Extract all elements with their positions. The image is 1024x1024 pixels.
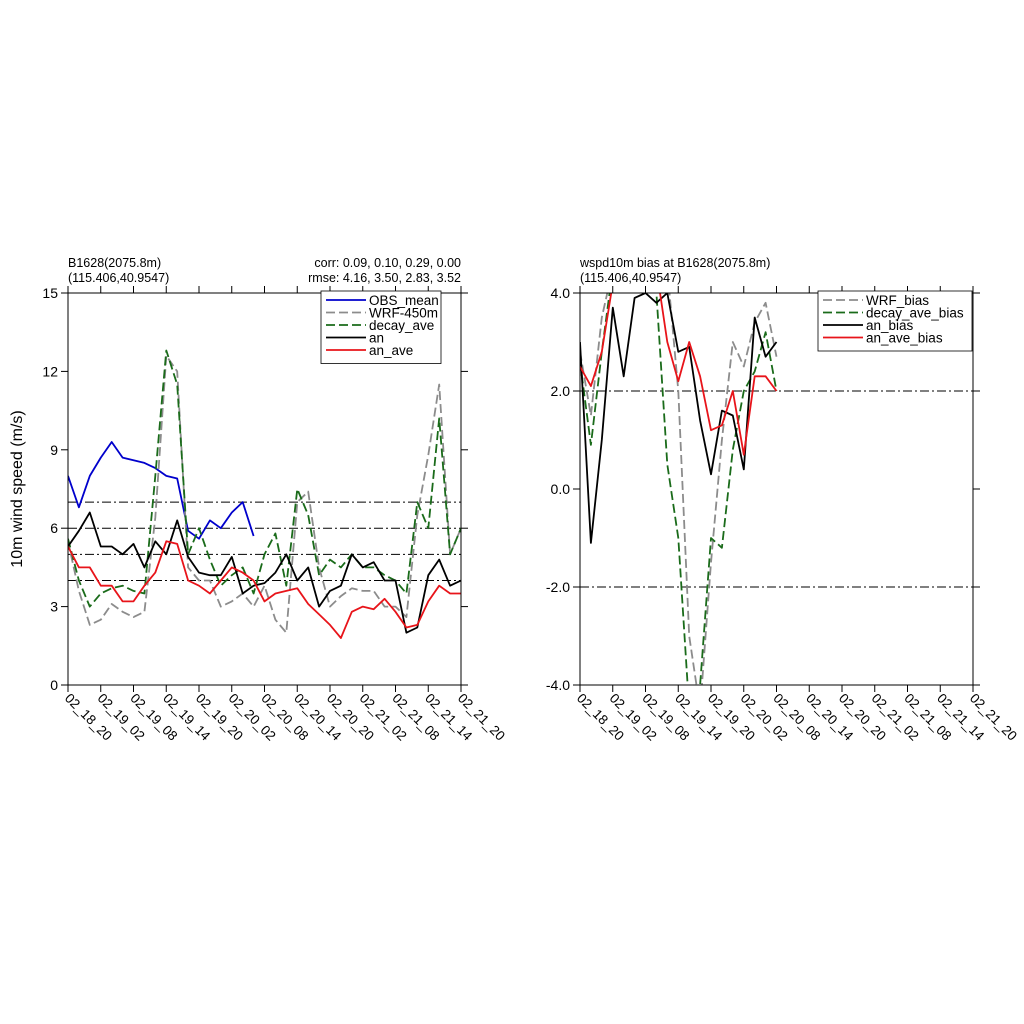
title: B1628(2075.8m)	[68, 256, 161, 270]
annotation: rmse: 4.16, 3.50, 2.83, 3.52	[308, 271, 461, 285]
series-line	[580, 293, 778, 685]
y-tick-label: 6	[50, 520, 58, 536]
title: wspd10m bias at B1628(2075.8m)	[579, 256, 770, 270]
legend-label: an_bias	[866, 318, 914, 333]
plot-frame	[67, 292, 462, 686]
legend-label: decay_ave	[369, 318, 434, 333]
series-line	[580, 293, 778, 685]
legend-box	[817, 290, 973, 352]
y-tick-label: 3	[50, 599, 58, 615]
legend-label: an_ave_bias	[866, 331, 943, 346]
y-tick-label: 4.0	[551, 285, 571, 301]
series-line	[68, 540, 461, 639]
series-line	[580, 293, 778, 544]
annotation: corr: 0.09, 0.10, 0.29, 0.00	[314, 256, 461, 270]
y-tick-label: 0	[50, 677, 58, 693]
panel: B1628(2075.8m)(115.406,40.9547) corr: 0.0…	[9, 256, 508, 744]
y-tick-label: -2.0	[546, 579, 570, 595]
series-line	[68, 441, 255, 540]
series-line	[580, 293, 778, 456]
legend-label: WRF_bias	[866, 293, 929, 308]
panel: wspd10m bias at B1628(2075.8m)(115.406,4…	[546, 256, 1020, 744]
y-tick-label: 9	[50, 442, 58, 458]
plot-frame	[579, 292, 974, 686]
legend-label: WRF-450m	[369, 306, 438, 321]
y-tick-label: 2.0	[551, 383, 571, 399]
legend-box	[320, 290, 442, 364]
y-tick-label: -4.0	[546, 677, 570, 693]
plot-area	[68, 349, 461, 639]
legend-label: OBS_mean	[369, 293, 439, 308]
series-line	[68, 511, 461, 634]
legend-label: decay_ave_bias	[866, 306, 964, 321]
plot-area	[580, 293, 778, 685]
y-axis-label: 10m wind speed (m/s)	[9, 410, 26, 567]
y-tick-label: 15	[42, 285, 58, 301]
series-line	[68, 354, 461, 634]
legend-label: an	[369, 331, 384, 346]
y-tick-label: 0.0	[551, 481, 571, 497]
legend-label: an_ave	[369, 343, 413, 358]
series-line	[68, 349, 461, 608]
subtitle: (115.406,40.9547)	[68, 271, 169, 285]
subtitle: (115.406,40.9547)	[580, 271, 681, 285]
y-tick-label: 12	[42, 363, 58, 379]
